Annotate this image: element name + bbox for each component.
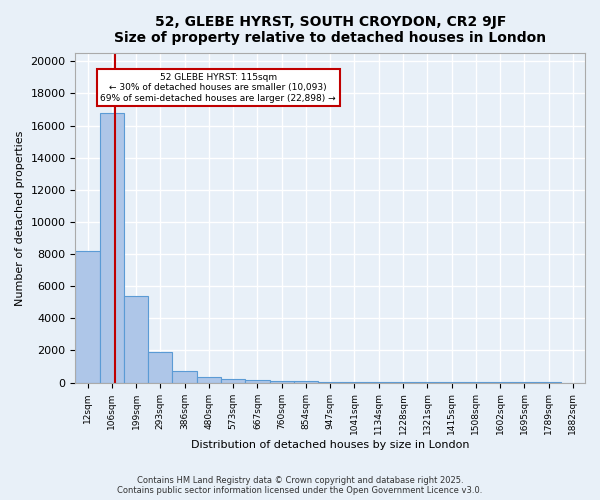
Bar — [100, 112, 124, 382]
Bar — [269, 381, 294, 382]
Y-axis label: Number of detached properties: Number of detached properties — [15, 130, 25, 306]
Title: 52, GLEBE HYRST, SOUTH CROYDON, CR2 9JF
Size of property relative to detached ho: 52, GLEBE HYRST, SOUTH CROYDON, CR2 9JF … — [114, 15, 546, 45]
Text: Contains HM Land Registry data © Crown copyright and database right 2025.
Contai: Contains HM Land Registry data © Crown c… — [118, 476, 482, 495]
Bar — [245, 380, 269, 382]
Bar — [221, 378, 245, 382]
X-axis label: Distribution of detached houses by size in London: Distribution of detached houses by size … — [191, 440, 469, 450]
Bar — [124, 296, 148, 382]
Bar — [172, 372, 197, 382]
Bar — [197, 377, 221, 382]
Bar — [76, 251, 100, 382]
Text: 52 GLEBE HYRST: 115sqm
← 30% of detached houses are smaller (10,093)
69% of semi: 52 GLEBE HYRST: 115sqm ← 30% of detached… — [100, 73, 336, 103]
Bar — [148, 352, 172, 382]
